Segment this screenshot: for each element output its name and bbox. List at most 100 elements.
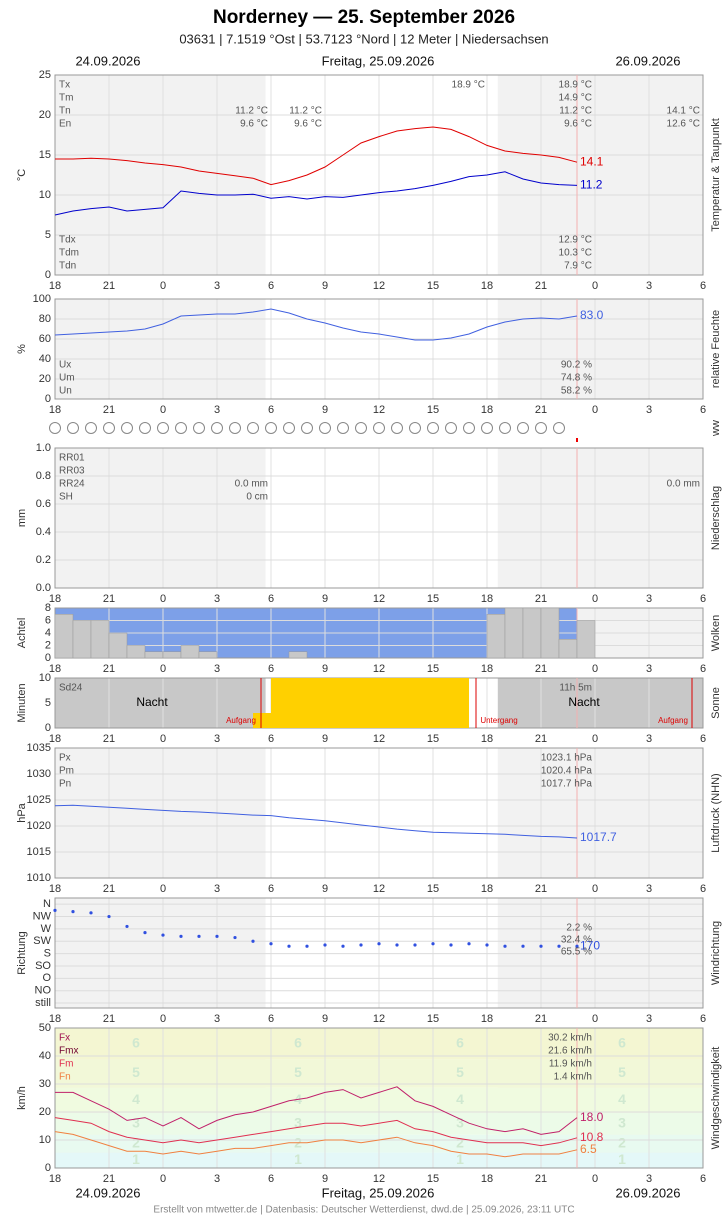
y-tick-label: 0 [45,393,51,405]
y-tick-label: 5 [45,697,51,709]
y-tick-label: 0.6 [36,498,51,510]
x-tick-label: 21 [535,593,547,605]
date: Freitag, 25.09.2026 [322,1185,435,1200]
series-line [55,1086,578,1135]
x-tick-label: 9 [322,1013,328,1025]
x-tick-label: 3 [646,733,652,745]
stat-value: 74.8 % [561,373,592,384]
point [233,935,237,940]
end-label: 170 [580,938,600,952]
end-label: 11.2 [580,178,603,192]
x-tick-label: 0 [160,280,166,292]
beaufort-label: 3 [618,1114,626,1130]
x-tick-label: 3 [214,593,220,605]
x-tick-label: 18 [49,663,61,675]
x-tick-label: 21 [103,1013,115,1025]
x-tick-label: 21 [103,404,115,416]
night [497,448,703,588]
bar [54,614,74,659]
beaufort-label: 1 [618,1151,626,1167]
y-axis-label: hPa [16,802,28,822]
beaufort-label: 3 [132,1114,140,1130]
x-tick-label: 18 [481,593,493,605]
y-tick-label: 20 [39,109,51,121]
x-tick-label: 3 [214,1173,220,1185]
x-tick-label: 0 [160,1173,166,1185]
beaufort-label: 1 [132,1151,140,1167]
note: 11.2 °C [289,106,322,117]
series-line [54,1117,578,1147]
x-tick-label: 6 [268,663,274,675]
y-tick-label: 0 [45,652,51,664]
x-tick-label: 21 [103,883,115,895]
bar [451,678,469,728]
end-label: 1017.7 [580,830,617,844]
x-tick-label: 21 [535,733,547,745]
bar [486,614,506,659]
stat-label: Um [59,373,75,384]
y-tick-label: 5 [45,229,51,241]
end-label: 14.1 [580,154,604,168]
weather-symbol [247,422,259,434]
series-line [54,171,578,216]
x-tick-label: 3 [646,404,652,416]
y-tick-label: 10 [39,672,51,684]
note: 12.6 °C [667,119,700,130]
bar [576,620,596,659]
y-axis-label: Richtung [16,931,28,974]
bar [253,713,271,728]
beaufort-label: 2 [456,1134,464,1150]
stat-label: SH [59,492,73,503]
y-tick-label: NW [33,910,52,922]
title: Norderney — 25. September 2026 [213,7,515,28]
x-tick-label: 6 [268,404,274,416]
point [539,944,543,948]
side-label: relative Feuchte [710,310,722,388]
point [287,944,291,948]
bar [504,607,524,659]
point [323,943,327,947]
y-axis-label: Minuten [16,683,28,722]
x-tick-label: 0 [160,404,166,416]
x-tick-label: 6 [700,1013,706,1025]
beaufort-label: 3 [456,1114,464,1130]
note: Sd24 [59,683,83,694]
x-tick-label: 3 [646,1173,652,1185]
beaufort-label: 2 [618,1134,626,1150]
plot-frame [54,1027,704,1169]
weather-symbol [427,422,439,434]
y-tick-label: 2 [45,639,51,651]
weather-symbol [229,422,241,434]
weather-symbol [121,422,133,434]
date: 24.09.2026 [75,1185,140,1200]
x-tick-label: 21 [103,593,115,605]
x-tick-label: 21 [535,1013,547,1025]
point [341,944,345,948]
x-tick-label: 15 [427,733,439,745]
bar [198,651,218,659]
note: 14.1 °C [667,106,700,117]
x-tick-label: 15 [427,663,439,675]
note: 9.6 °C [240,119,268,130]
x-tick-label: 6 [268,733,274,745]
point [449,943,453,947]
point [125,924,129,929]
x-tick-label: 12 [373,733,385,745]
weather-symbol [391,422,403,434]
night [55,75,266,275]
point [557,944,561,948]
point [431,942,435,946]
y-tick-label: 1010 [27,872,51,884]
x-tick-label: 9 [322,1173,328,1185]
weather-symbol [535,422,547,434]
stat-label: Tdn [59,261,76,272]
y-tick-label: 40 [39,353,51,365]
side-label: ww [710,420,722,437]
stat-value: 7.9 °C [564,261,592,272]
bar [144,651,164,659]
point [521,944,525,948]
night [55,898,266,1008]
y-tick-label: 1030 [27,768,51,780]
x-tick-label: 6 [700,593,706,605]
bar [126,645,146,659]
